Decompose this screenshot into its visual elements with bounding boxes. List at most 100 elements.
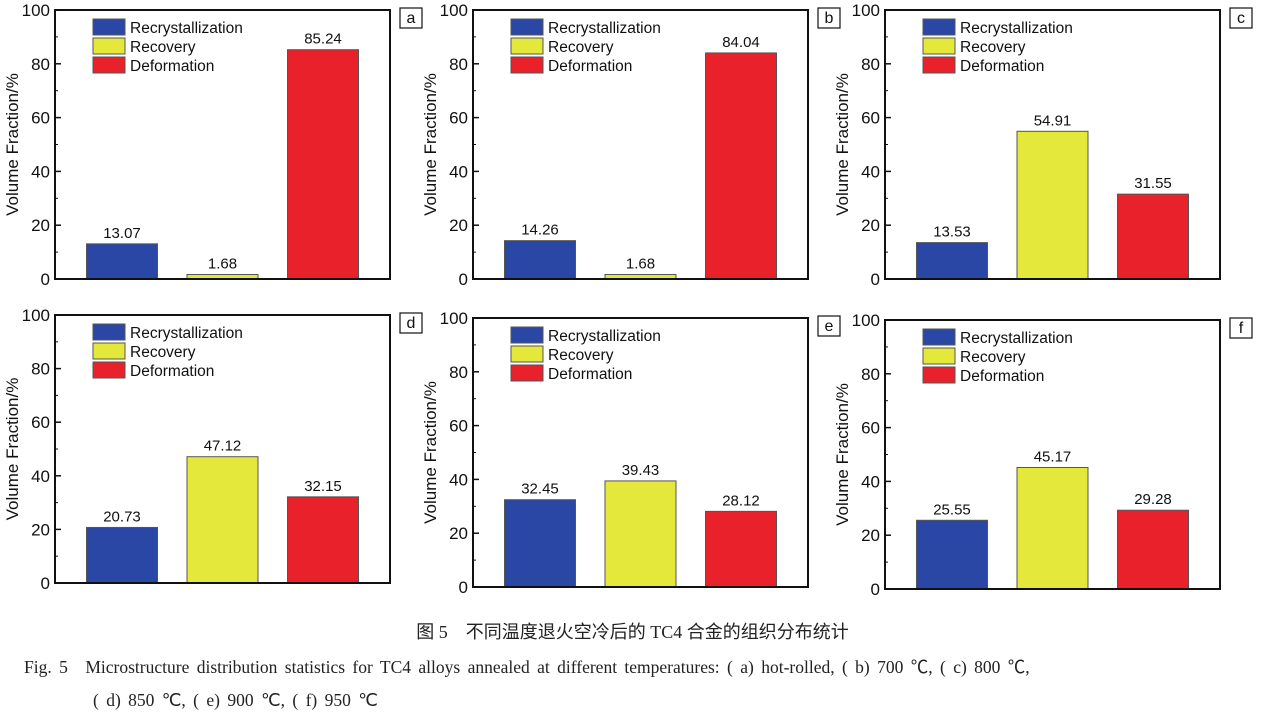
panel-f: 25.55 45.17 29.28 0 20 40 60 80 100 Volume Fracti…: [833, 311, 1253, 599]
panel-b: 14.26 1.68 84.04 0 20 40 60 80 100 Volume Fractio…: [421, 1, 841, 289]
bar-recovery: [1016, 466, 1089, 590]
y-tick-label: 20: [861, 216, 880, 235]
legend-swatch-recrystallization: [92, 18, 126, 36]
y-tick-label: 100: [440, 1, 468, 20]
data-label: 32.15: [304, 478, 342, 495]
legend-label: Recovery: [960, 349, 1026, 366]
data-label: 1.68: [626, 255, 655, 272]
y-tick-label: 20: [31, 520, 50, 539]
panel-label-box: [817, 7, 841, 29]
legend-label: Recovery: [548, 347, 614, 364]
y-tick-label: 40: [31, 162, 50, 181]
legend-swatch-recrystallization: [922, 18, 956, 36]
data-label: 13.53: [933, 224, 971, 241]
caption-english-line1: Fig. 5 Microstructure distribution stati…: [24, 657, 1030, 677]
legend-swatch-recrystallization: [922, 328, 956, 346]
y-tick-label: 0: [871, 270, 880, 289]
y-tick-label: 60: [31, 413, 50, 432]
y-axis-label: Volume Fraction/%: [3, 73, 22, 216]
panel-label: e: [825, 318, 834, 335]
y-tick-label: 80: [449, 363, 468, 382]
y-tick-label: 20: [449, 524, 468, 543]
bar-deformation: [287, 49, 359, 280]
y-tick-label: 80: [31, 360, 50, 379]
bar-recrystallization: [504, 240, 576, 280]
legend-label: Recrystallization: [548, 20, 661, 37]
y-tick-label: 0: [871, 580, 880, 599]
data-label: 14.26: [521, 222, 559, 239]
data-label: 84.04: [722, 34, 760, 51]
y-tick-label: 100: [852, 311, 880, 330]
legend-label: Recrystallization: [130, 20, 243, 37]
legend-label: Deformation: [130, 58, 214, 75]
y-axis-label: Volume Fraction/%: [421, 381, 440, 524]
panel-label-box: [1229, 317, 1253, 339]
data-label: 85.24: [304, 31, 342, 48]
data-label: 13.07: [103, 225, 141, 242]
legend-swatch-recovery: [922, 37, 956, 55]
legend-label: Recrystallization: [548, 328, 661, 345]
y-tick-label: 0: [459, 578, 468, 597]
bar-recovery: [604, 480, 677, 588]
y-tick-label: 0: [41, 270, 50, 289]
legend-label: Deformation: [960, 368, 1044, 385]
y-tick-label: 60: [449, 109, 468, 128]
panel-label-box: [399, 7, 423, 29]
bar-deformation: [287, 496, 359, 584]
bar-recovery: [186, 456, 259, 584]
y-axis-label: Volume Fraction/%: [421, 73, 440, 216]
legend-label: Recovery: [548, 39, 614, 56]
y-tick-label: 40: [861, 162, 880, 181]
y-tick-label: 40: [31, 467, 50, 486]
y-tick-label: 20: [449, 216, 468, 235]
panel-label-box: [399, 312, 423, 334]
y-tick-label: 40: [861, 472, 880, 491]
y-axis-label: Volume Fraction/%: [833, 383, 852, 526]
y-tick-label: 40: [449, 470, 468, 489]
y-tick-label: 100: [22, 1, 50, 20]
y-tick-label: 100: [852, 1, 880, 20]
y-tick-label: 60: [449, 417, 468, 436]
bar-recrystallization: [86, 526, 158, 584]
y-tick-label: 80: [31, 55, 50, 74]
legend-swatch-recovery: [922, 347, 956, 365]
data-label: 28.12: [722, 492, 760, 509]
legend-swatch-recovery: [92, 342, 126, 360]
legend-swatch-deformation: [922, 56, 956, 74]
y-tick-label: 60: [861, 419, 880, 438]
legend-swatch-recrystallization: [510, 326, 544, 344]
data-label: 29.28: [1134, 491, 1172, 508]
bar-deformation: [1117, 193, 1189, 280]
y-tick-label: 20: [31, 216, 50, 235]
data-label: 31.55: [1134, 175, 1172, 192]
y-tick-label: 40: [449, 162, 468, 181]
panel-c: 13.53 54.91 31.55 0 20 40 60 80 100 Volume Fracti…: [833, 1, 1253, 289]
panel-label: b: [825, 10, 834, 27]
legend-label: Deformation: [960, 58, 1044, 75]
panel-label: d: [407, 315, 416, 332]
legend-swatch-deformation: [922, 366, 956, 384]
data-label: 47.12: [204, 438, 242, 455]
panel-label-box: [817, 315, 841, 337]
legend-label: Recrystallization: [960, 330, 1073, 347]
data-label: 32.45: [521, 481, 559, 498]
y-tick-label: 80: [861, 365, 880, 384]
caption-english-line2: ( d) 850 ℃, ( e) 900 ℃, ( f) 950 ℃: [93, 690, 378, 710]
bar-deformation: [705, 510, 777, 588]
y-axis-label: Volume Fraction/%: [3, 378, 22, 521]
panel-label: a: [407, 10, 416, 27]
legend-label: Deformation: [548, 366, 632, 383]
legend-swatch-recrystallization: [92, 323, 126, 341]
panel-d: 20.73 47.12 32.15 0 20 40 60 80 100 Volume Fracti…: [3, 306, 423, 593]
bar-recrystallization: [916, 519, 988, 590]
panel-e: 32.45 39.43 28.12 0 20 40 60 80 100 Volume Fracti…: [421, 309, 841, 597]
data-label: 25.55: [933, 501, 971, 518]
legend-swatch-deformation: [92, 361, 126, 379]
legend-swatch-recovery: [510, 37, 544, 55]
panel-label: f: [1239, 320, 1244, 337]
legend-swatch-recrystallization: [510, 18, 544, 36]
y-tick-label: 60: [31, 109, 50, 128]
y-tick-label: 0: [459, 270, 468, 289]
panel-label-box: [1229, 7, 1253, 29]
legend-label: Deformation: [130, 363, 214, 380]
